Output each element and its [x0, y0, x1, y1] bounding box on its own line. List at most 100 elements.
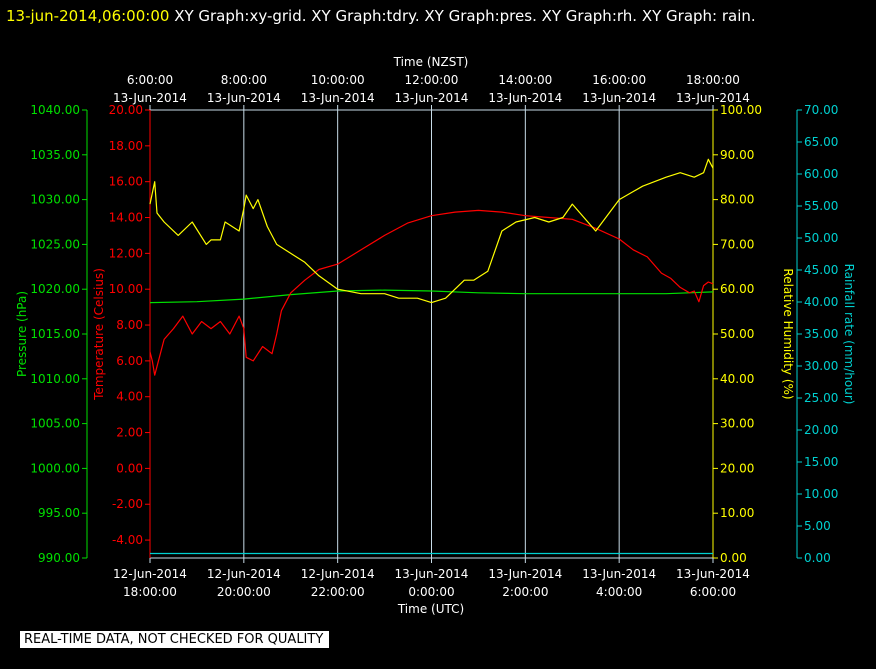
pressure-axis-title: Pressure (hPa) — [15, 291, 29, 377]
pressure-tick-label: 1015.00 — [30, 327, 80, 341]
bottom-tick-date: 13-Jun-2014 — [488, 567, 562, 581]
pressure-tick-label: 995.00 — [38, 506, 80, 520]
temperature-axis-title: Temperature (Celsius) — [92, 268, 106, 401]
timestamp: 13-jun-2014,06:00:00 — [6, 7, 170, 25]
humidity-tick-label: 70.00 — [720, 237, 754, 251]
rain-tick-label: 10.00 — [804, 487, 838, 501]
temperature-tick-label: 20.00 — [109, 103, 143, 117]
bottom-tick-time: 4:00:00 — [596, 585, 642, 599]
bottom-tick-date: 12-Jun-2014 — [207, 567, 281, 581]
rain-tick-label: 65.00 — [804, 135, 838, 149]
pressure-tick-label: 1010.00 — [30, 372, 80, 386]
pressure-tick-label: 1025.00 — [30, 237, 80, 251]
rain-tick-label: 55.00 — [804, 199, 838, 213]
right-axes: 0.00 10.00 20.00 30.00 40.00 50.00 60.00 70.00 8… — [712, 103, 856, 565]
humidity-tick-label: 100.00 — [720, 103, 762, 117]
top-tick-time: 8:00:00 — [221, 73, 267, 87]
top-tick-time: 18:00:00 — [686, 73, 740, 87]
bottom-tick-date: 12-Jun-2014 — [113, 567, 187, 581]
temperature-tick-label: 8.00 — [116, 318, 143, 332]
rain-tick-label: 40.00 — [804, 295, 838, 309]
pressure-ticks: 990.00 995.00 1000.00 1005.00 1010.00 1015.00… — [30, 103, 87, 565]
temperature-tick-label: -4.00 — [112, 533, 143, 547]
pressure-tick-label: 1005.00 — [30, 417, 80, 431]
pressure-tick-label: 1000.00 — [30, 461, 80, 475]
rain-ticks: 0.00 5.00 10.00 15.00 20.00 25.00 30.00 35.00 40… — [797, 103, 838, 565]
temperature-tick-label: 6.00 — [116, 354, 143, 368]
rain-tick-label: 25.00 — [804, 391, 838, 405]
rain-axis-title: Rainfall rate (mm/hour) — [842, 264, 856, 405]
rain-tick-label: 5.00 — [804, 519, 831, 533]
bottom-tick-date: 13-Jun-2014 — [582, 567, 656, 581]
rain-tick-label: 0.00 — [804, 551, 831, 565]
pressure-tick-label: 1040.00 — [30, 103, 80, 117]
top-tick-date: 13-Jun-2014 — [488, 91, 562, 105]
rain-tick-label: 60.00 — [804, 167, 838, 181]
quality-warning-banner: REAL-TIME DATA, NOT CHECKED FOR QUALITY — [20, 631, 330, 648]
humidity-tick-label: 90.00 — [720, 148, 754, 162]
temperature-tick-label: 12.00 — [109, 246, 143, 260]
rain-tick-label: 50.00 — [804, 231, 838, 245]
humidity-ticks: 0.00 10.00 20.00 30.00 40.00 50.00 60.00 70.00 8… — [713, 103, 762, 565]
top-tick-date: 13-Jun-2014 — [113, 91, 187, 105]
temperature-series-line — [149, 209, 714, 376]
pressure-series-line — [149, 289, 714, 304]
humidity-tick-label: 80.00 — [720, 193, 754, 207]
humidity-tick-label: 0.00 — [720, 551, 747, 565]
top-tick-date: 13-Jun-2014 — [395, 91, 469, 105]
temperature-tick-label: -2.00 — [112, 497, 143, 511]
graph-header: 13-jun-2014,06:00:00 XY Graph:xy-grid. X… — [6, 2, 866, 30]
pressure-tick-label: 990.00 — [38, 551, 80, 565]
humidity-tick-label: 60.00 — [720, 282, 754, 296]
top-tick-time: 16:00:00 — [592, 73, 646, 87]
temperature-tick-label: 0.00 — [116, 461, 143, 475]
top-tick-date: 13-Jun-2014 — [582, 91, 656, 105]
vertical-gridlines — [243, 110, 620, 558]
top-tick-date: 13-Jun-2014 — [301, 91, 375, 105]
temperature-tick-label: 14.00 — [109, 211, 143, 225]
rain-tick-label: 45.00 — [804, 263, 838, 277]
bottom-time-ticks: 12-Jun-2014 18:00:00 12-Jun-2014 20:00:00 12… — [113, 558, 750, 599]
temperature-tick-label: 18.00 — [109, 139, 143, 153]
top-time-ticks: 6:00:00 13-Jun-2014 8:00:00 13-Jun-2014 10:0… — [113, 73, 750, 110]
humidity-tick-label: 50.00 — [720, 327, 754, 341]
top-tick-time: 14:00:00 — [498, 73, 552, 87]
rain-tick-label: 35.00 — [804, 327, 838, 341]
bottom-tick-date: 12-Jun-2014 — [301, 567, 375, 581]
data-series — [149, 158, 714, 555]
pressure-tick-label: 1020.00 — [30, 282, 80, 296]
top-tick-time: 12:00:00 — [405, 73, 459, 87]
temperature-tick-label: 4.00 — [116, 390, 143, 404]
humidity-tick-label: 10.00 — [720, 506, 754, 520]
top-axis-title: Time (NZST) — [393, 55, 469, 69]
time-axes: Time (NZST) Time (UTC) 6:00:00 13-Jun-201… — [113, 55, 750, 616]
rain-tick-label: 20.00 — [804, 423, 838, 437]
humidity-series-line — [149, 158, 714, 304]
top-tick-time: 10:00:00 — [311, 73, 365, 87]
bottom-tick-time: 6:00:00 — [690, 585, 736, 599]
humidity-tick-label: 40.00 — [720, 372, 754, 386]
bottom-tick-date: 13-Jun-2014 — [676, 567, 750, 581]
bottom-tick-date: 13-Jun-2014 — [395, 567, 469, 581]
humidity-tick-label: 30.00 — [720, 417, 754, 431]
rain-tick-label: 70.00 — [804, 103, 838, 117]
temperature-ticks: -4.00 -2.00 0.00 2.00 4.00 6.00 8.00 10.00 12.00… — [109, 103, 150, 547]
left-axes: 990.00 995.00 1000.00 1005.00 1010.00 1015.00… — [15, 103, 151, 565]
top-tick-date: 13-Jun-2014 — [676, 91, 750, 105]
bottom-tick-time: 0:00:00 — [408, 585, 454, 599]
temperature-tick-label: 16.00 — [109, 175, 143, 189]
top-tick-date: 13-Jun-2014 — [207, 91, 281, 105]
pressure-tick-label: 1030.00 — [30, 193, 80, 207]
temperature-tick-label: 10.00 — [109, 282, 143, 296]
bottom-axis-title: Time (UTC) — [397, 602, 464, 616]
bottom-tick-time: 22:00:00 — [311, 585, 365, 599]
top-tick-time: 6:00:00 — [127, 73, 173, 87]
temperature-tick-label: 2.00 — [116, 426, 143, 440]
humidity-tick-label: 20.00 — [720, 461, 754, 475]
pressure-tick-label: 1035.00 — [30, 148, 80, 162]
bottom-tick-time: 20:00:00 — [217, 585, 271, 599]
graph-titles: XY Graph:xy-grid. XY Graph:tdry. XY Grap… — [174, 7, 756, 25]
humidity-axis-title: Relative Humidity (%) — [781, 268, 795, 399]
rain-tick-label: 15.00 — [804, 455, 838, 469]
